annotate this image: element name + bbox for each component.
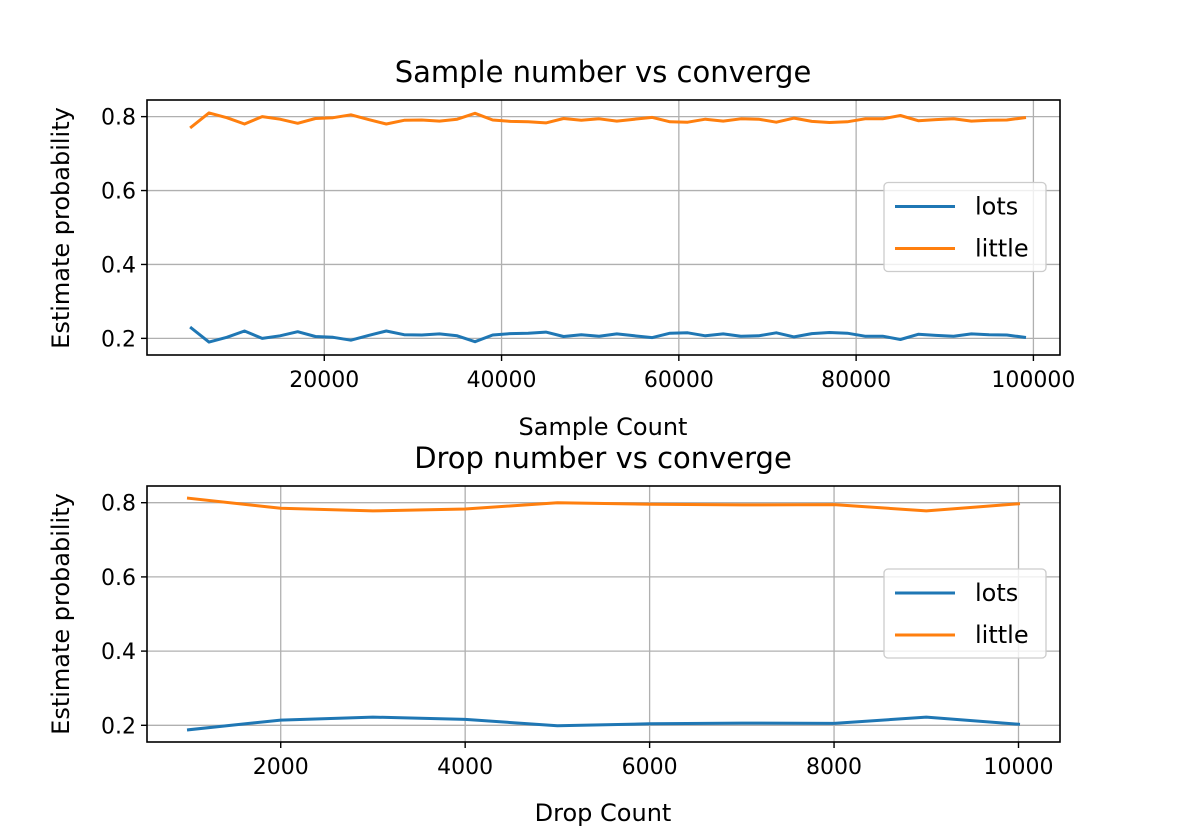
x-tick-label: 4000	[437, 755, 493, 780]
y-tick-label: 0.8	[101, 492, 136, 517]
legend-label-lots: lots	[975, 579, 1018, 607]
x-tick-label: 6000	[622, 755, 678, 780]
y-axis-label: Estimate probability	[47, 107, 75, 349]
chart-title: Sample number vs converge	[395, 55, 812, 89]
x-tick-label: 10000	[984, 755, 1054, 780]
y-tick-label: 0.4	[101, 640, 136, 665]
legend-label-lots: lots	[975, 193, 1018, 221]
y-tick-label: 0.8	[101, 106, 136, 131]
y-tick-label: 0.6	[101, 566, 136, 591]
legend: lots little	[883, 568, 1047, 659]
series-lines	[186, 496, 1021, 732]
x-tick-label: 60000	[644, 368, 714, 393]
y-tick-label: 0.2	[101, 714, 136, 739]
sample-count-panel: Sample number vs converge 20000 40000 6000…	[47, 55, 1075, 441]
plot-frame	[146, 485, 1061, 743]
series-line-lots	[186, 715, 1021, 732]
y-tick-label: 0.2	[101, 327, 136, 352]
tick-labels: 2000 4000 6000 8000 10000 0.2 0.4 0.6 0.8	[101, 492, 1054, 780]
chart-title: Drop number vs converge	[414, 441, 792, 475]
series-line-little	[189, 111, 1027, 130]
x-tick-label: 80000	[821, 368, 891, 393]
y-tick-label: 0.6	[101, 180, 136, 205]
series-line-little	[186, 496, 1021, 513]
drop-count-panel: Drop number vs converge 2000 4000 6000 8000…	[47, 441, 1061, 827]
x-axis-label: Drop Count	[535, 799, 672, 827]
legend: lots little	[883, 181, 1047, 273]
legend-label-little: little	[975, 235, 1029, 263]
y-axis-label: Estimate probability	[47, 493, 75, 735]
tick-labels: 20000 40000 60000 80000 100000 0.2 0.4 0.6 0.8	[101, 106, 1075, 393]
x-axis-label: Sample Count	[519, 413, 688, 441]
x-tick-label: 100000	[991, 368, 1075, 393]
series-lines	[189, 111, 1027, 344]
x-tick-label: 8000	[806, 755, 862, 780]
legend-label-little: little	[975, 621, 1029, 649]
plot-frame	[146, 99, 1061, 356]
x-tick-label: 40000	[467, 368, 537, 393]
y-tick-label: 0.4	[101, 253, 136, 278]
x-tick-label: 20000	[289, 368, 359, 393]
series-line-lots	[189, 325, 1027, 344]
x-tick-label: 2000	[253, 755, 309, 780]
